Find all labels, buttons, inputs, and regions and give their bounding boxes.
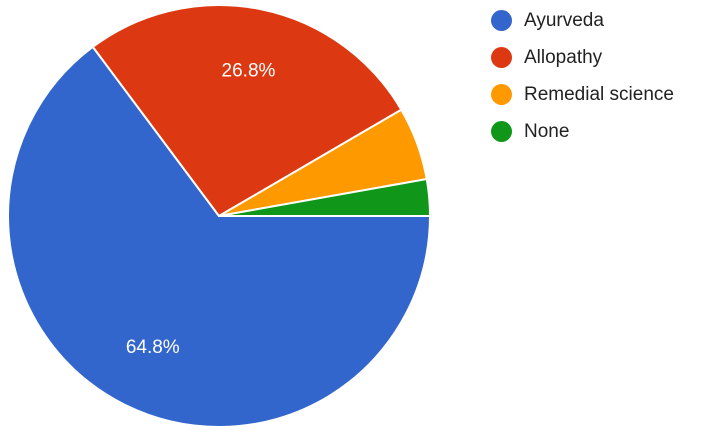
legend-label: Ayurveda [524,9,604,31]
legend-label: None [524,120,570,142]
legend-label: Remedial science [524,83,674,105]
legend-label: Allopathy [524,46,603,68]
legend-item-none: None [491,113,674,150]
legend-swatch-icon [491,84,512,105]
pie-slice-ayurveda [7,45,431,428]
legend-item-ayurveda: Ayurveda [491,2,674,39]
pie-slices [7,4,431,428]
legend-item-allopathy: Allopathy [491,39,674,76]
chart-legend: Ayurveda Allopathy Remedial science None [491,2,674,150]
pie-slice-none [218,178,431,217]
pie-slice-allopathy [91,4,403,217]
slice-label-ayurveda: 64.8% [126,337,180,358]
pie-slice-labels: 64.8% 26.8% [126,60,276,358]
legend-swatch-icon [491,10,512,31]
slice-label-allopathy: 26.8% [222,60,276,81]
legend-swatch-icon [491,47,512,68]
legend-swatch-icon [491,121,512,142]
legend-item-remedial-science: Remedial science [491,76,674,113]
